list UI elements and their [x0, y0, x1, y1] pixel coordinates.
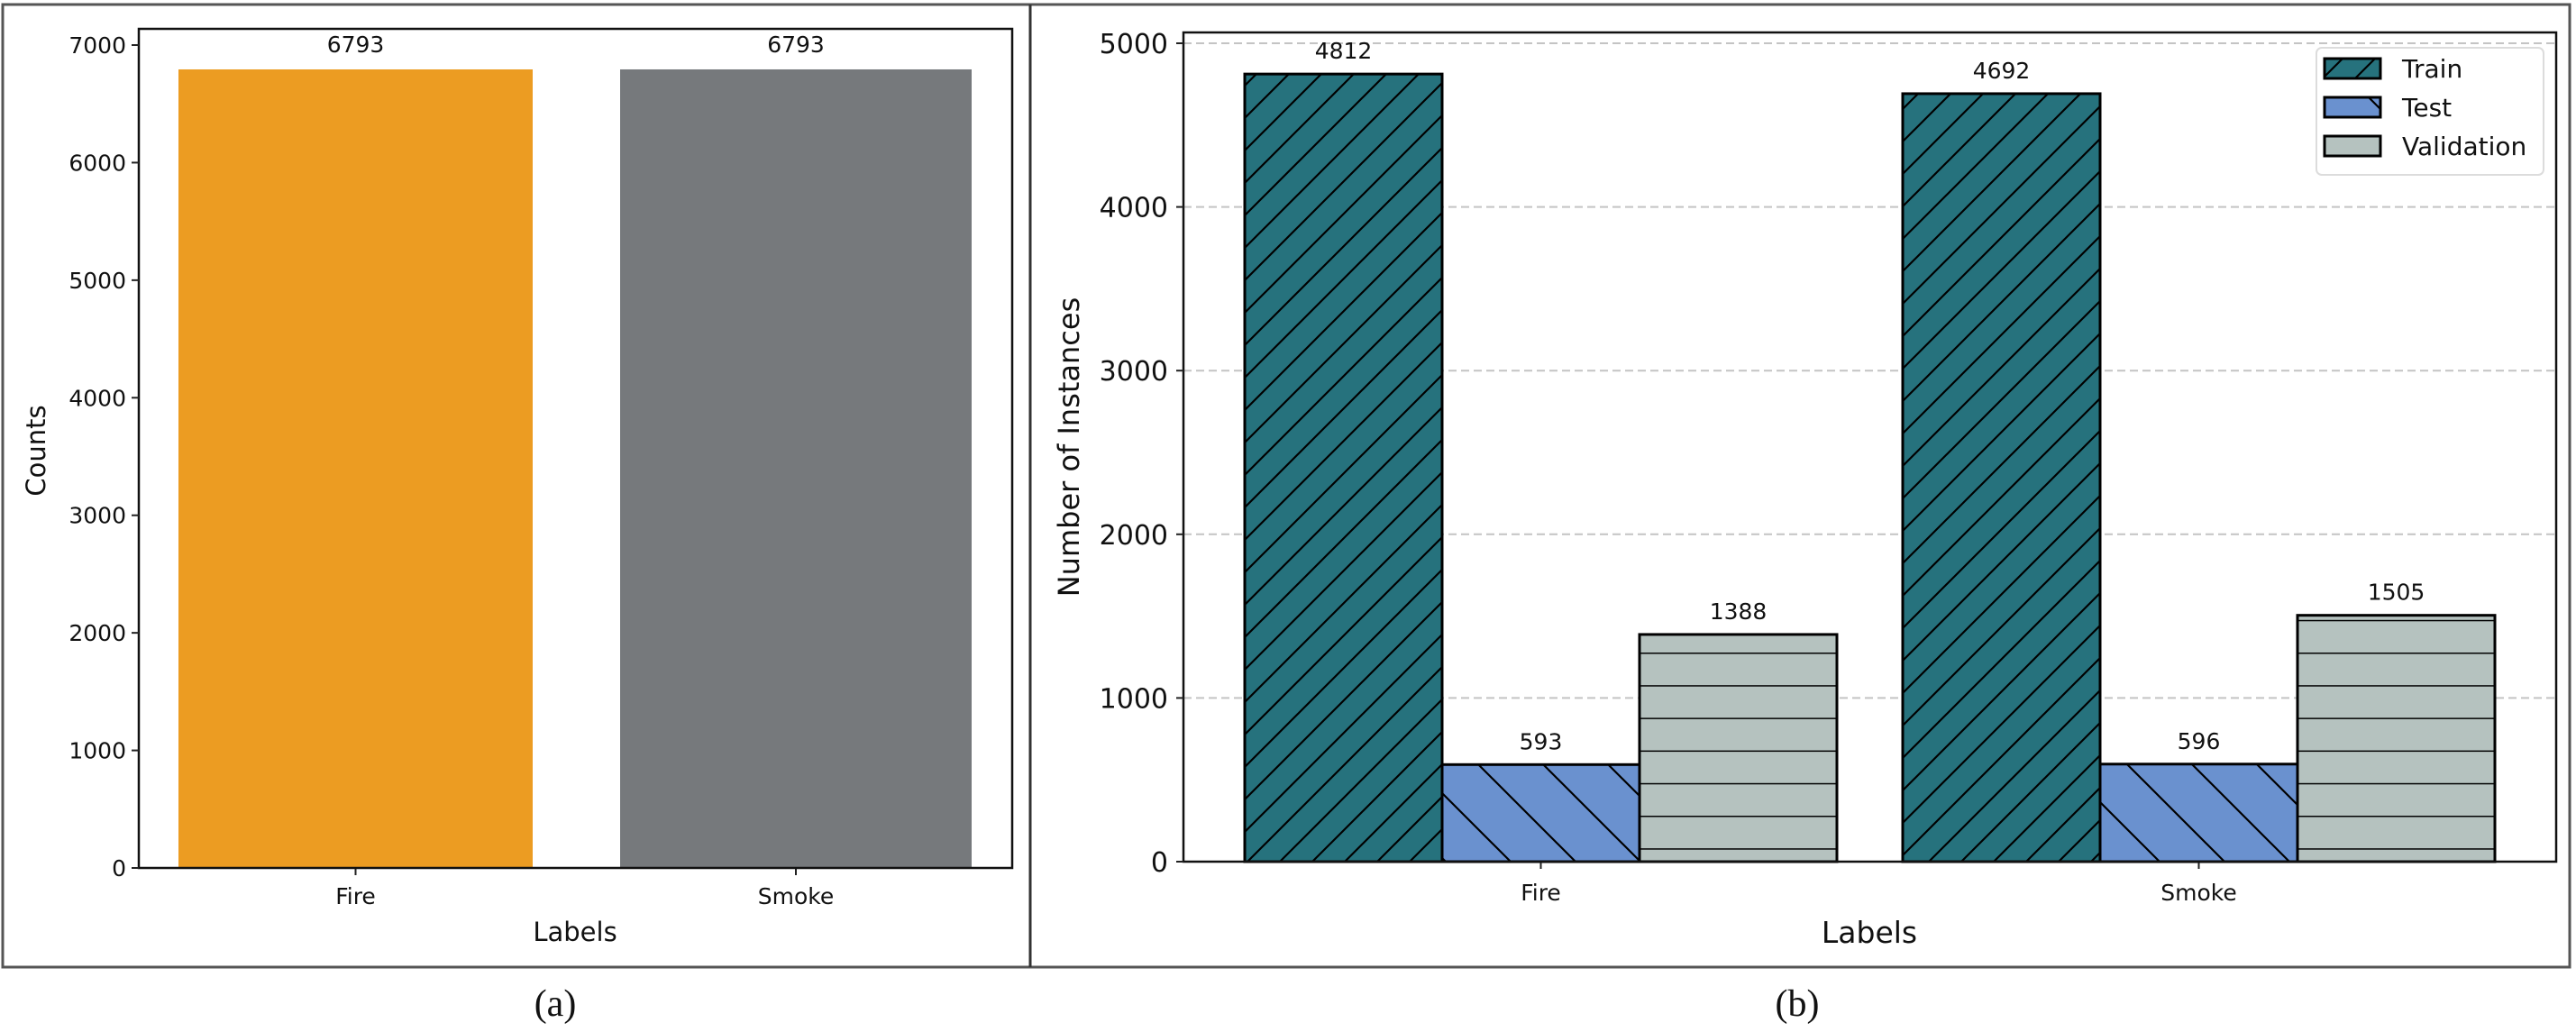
bar-value-label: 4812 [1315, 38, 1373, 64]
legend: Train Test Validation [2316, 47, 2544, 176]
legend-label: Train [2401, 54, 2462, 84]
caption-a: (a) [534, 983, 577, 1025]
legend-swatch [2323, 134, 2382, 158]
x-tick-label: Fire [335, 883, 376, 909]
y-tick-label: 6000 [69, 150, 126, 176]
y-tick-label: 4000 [69, 385, 126, 411]
y-tick-label: 7000 [69, 32, 126, 59]
y-tick-label: 4000 [1100, 193, 1168, 224]
y-axis-label: Counts [21, 405, 51, 496]
bar-value-label: 6793 [327, 32, 385, 58]
bar-value-label: 593 [1520, 728, 1563, 754]
y-tick-label: 5000 [1100, 29, 1168, 60]
bar-smoke-validation [2296, 614, 2497, 863]
legend-item-validation: Validation [2323, 132, 2526, 161]
x-axis-label: Labels [533, 917, 617, 947]
bar-smoke-train [1901, 92, 2102, 863]
legend-swatch [2323, 96, 2382, 119]
bar-fire-test [1440, 763, 1641, 863]
y-tick-label: 1000 [69, 738, 126, 764]
x-tick-label: Fire [1521, 880, 1561, 906]
bar-value-label: 1505 [2368, 580, 2425, 606]
caption-b: (b) [1776, 983, 1820, 1025]
legend-swatch [2323, 57, 2382, 80]
bar-smoke [620, 68, 972, 868]
bar-value-label: 4692 [1973, 58, 2031, 84]
legend-item-train: Train [2323, 54, 2462, 84]
bar-fire-train [1243, 72, 1444, 863]
bar-value-label: 1388 [1710, 598, 1768, 625]
y-tick-label: 5000 [69, 268, 126, 294]
y-tick-label: 0 [112, 855, 126, 881]
x-axis-label: Labels [1822, 915, 1917, 950]
bar-value-label: 596 [2178, 728, 2221, 754]
y-tick-label: 3000 [69, 503, 126, 529]
y-tick-label: 2000 [1100, 520, 1168, 552]
y-tick-label: 1000 [1100, 683, 1168, 715]
panel-a-chart: 6793 Fire 6793 Smoke 0 1000 2000 3000 4000 5000 60… [21, 27, 1014, 947]
bar-value-label: 6793 [767, 32, 825, 58]
axes-frame [137, 27, 1014, 870]
x-tick-label: Smoke [2160, 880, 2237, 906]
panel-b-chart: 4812 593 1388 Fire 4692 596 1505 Smoke 0 1000 2000… [1052, 29, 2558, 950]
bar-fire [178, 68, 533, 868]
bar-fire-validation [1638, 633, 1839, 863]
axes-frame [1182, 31, 2558, 863]
legend-label: Test [2401, 93, 2452, 123]
y-axis-label: Number of Instances [1052, 297, 1086, 598]
figure-frame [1, 3, 2571, 969]
y-tick-label: 2000 [69, 620, 126, 646]
legend-item-test: Test [2323, 93, 2452, 123]
y-tick-label: 0 [1151, 847, 1168, 879]
y-tick-label: 3000 [1100, 356, 1168, 388]
x-tick-label: Smoke [758, 883, 835, 909]
legend-label: Validation [2402, 132, 2526, 161]
bar-smoke-test [2098, 763, 2299, 863]
